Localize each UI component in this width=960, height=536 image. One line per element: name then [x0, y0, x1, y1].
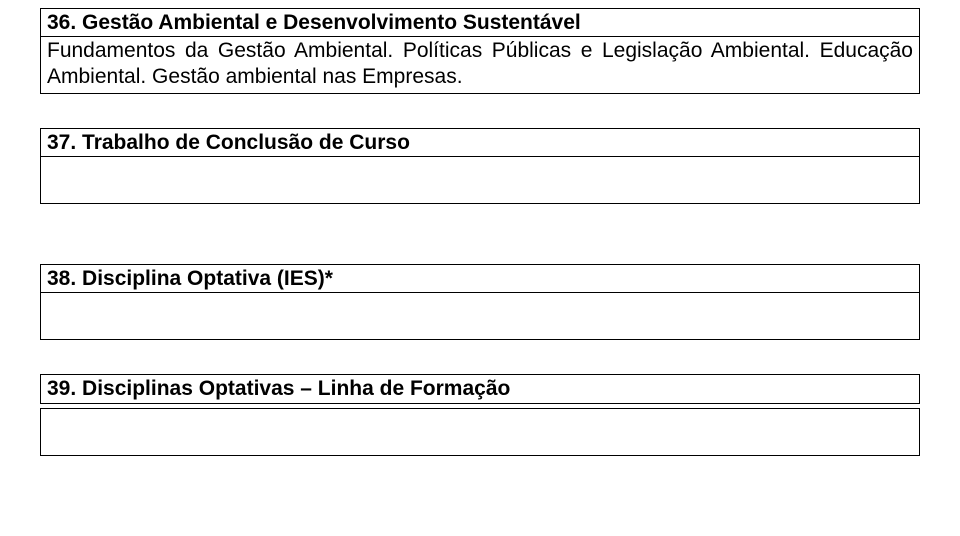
spacer	[40, 344, 920, 374]
section-38: 38. Disciplina Optativa (IES)*	[40, 264, 920, 340]
section-39-heading: 39. Disciplinas Optativas – Linha de For…	[41, 375, 919, 403]
section-37-heading: 37. Trabalho de Conclusão de Curso	[41, 129, 919, 157]
section-36: 36. Gestão Ambiental e Desenvolvimento S…	[40, 8, 920, 94]
section-36-body: Fundamentos da Gestão Ambiental. Polític…	[41, 37, 919, 93]
section-37: 37. Trabalho de Conclusão de Curso	[40, 128, 920, 204]
section-38-heading: 38. Disciplina Optativa (IES)*	[41, 265, 919, 293]
section-36-heading: 36. Gestão Ambiental e Desenvolvimento S…	[41, 9, 919, 37]
spacer	[40, 98, 920, 128]
section-39: 39. Disciplinas Optativas – Linha de For…	[40, 374, 920, 404]
section-39-body-box	[40, 408, 920, 456]
section-37-body	[41, 157, 919, 203]
section-39-body	[41, 409, 919, 455]
spacer	[40, 208, 920, 264]
section-38-body	[41, 293, 919, 339]
